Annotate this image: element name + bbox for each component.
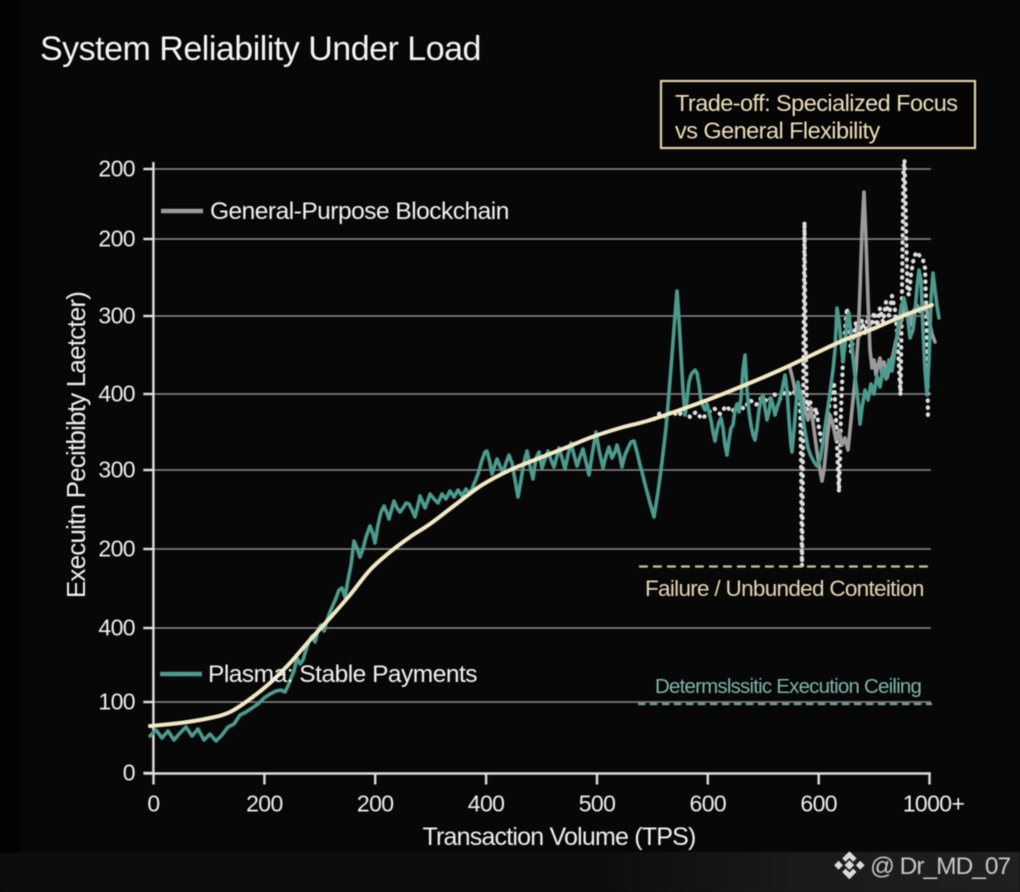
svg-text:500: 500 [579,791,616,817]
svg-text:300: 300 [98,303,135,329]
svg-text:1000+: 1000+ [903,791,965,817]
svg-text:200: 200 [357,791,394,817]
svg-text:200: 200 [98,536,135,562]
svg-text:General-Purpose Blockchain: General-Purpose Blockchain [210,198,509,225]
svg-text:400: 400 [468,791,505,817]
svg-text:400: 400 [98,615,135,641]
svg-text:Determslssitic Execution Ceili: Determslssitic Execution Ceiling [655,675,921,698]
svg-text:300: 300 [98,457,135,483]
svg-text:0: 0 [123,760,135,786]
svg-text:Execuitn Pecitbibty Laetcter): Execuitn Pecitbibty Laetcter) [61,292,91,598]
svg-text:Plasma: Stable Payments: Plasma: Stable Payments [208,661,477,688]
svg-text:400: 400 [98,381,135,407]
svg-text:Failure / Unbunded Conteition: Failure / Unbunded Conteition [645,576,924,601]
svg-text:@ Dr_MD_07: @ Dr_MD_07 [870,853,1011,880]
svg-text:Transaction Volume (TPS): Transaction Volume (TPS) [422,823,695,851]
svg-text:600: 600 [690,791,727,817]
svg-text:System Reliability Under Load: System Reliability Under Load [40,30,481,68]
svg-text:0: 0 [147,791,159,817]
svg-text:200: 200 [98,156,135,182]
svg-text:Trade-off: Specialized Focus: Trade-off: Specialized Focus [675,90,957,116]
svg-text:vs General Flexibility: vs General Flexibility [675,118,880,144]
svg-text:100: 100 [98,689,135,715]
svg-text:200: 200 [98,226,135,252]
svg-text:200: 200 [246,791,283,817]
svg-text:600: 600 [800,791,837,817]
